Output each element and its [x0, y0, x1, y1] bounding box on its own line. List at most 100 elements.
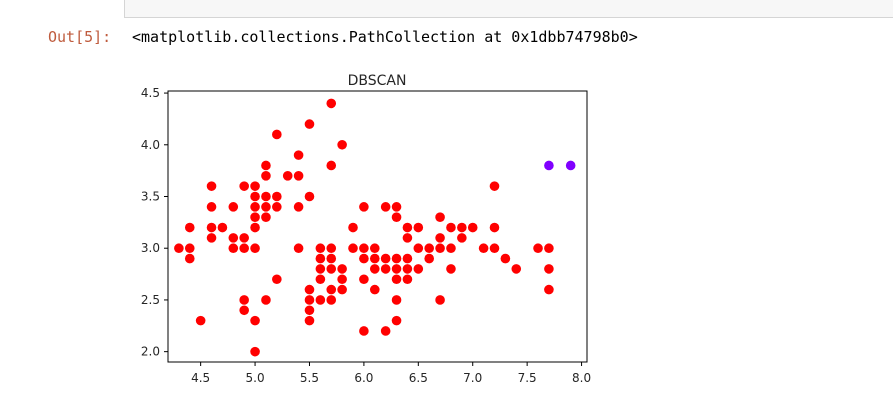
data-point — [457, 222, 467, 233]
data-point — [239, 233, 249, 243]
data-point — [315, 295, 326, 305]
data-point — [228, 202, 239, 212]
data-point — [457, 233, 467, 243]
data-point — [489, 181, 500, 191]
x-tick-label: 5.5 — [300, 371, 319, 385]
data-point — [413, 264, 424, 274]
data-point — [239, 295, 249, 305]
x-tick-label: 8.0 — [572, 371, 591, 385]
data-point — [391, 202, 402, 212]
y-tick-label: 2.0 — [141, 345, 160, 359]
data-point — [446, 222, 456, 233]
x-tick-label: 7.0 — [463, 371, 482, 385]
output-prompt: Out[5]: — [48, 28, 112, 46]
data-point — [380, 253, 391, 264]
data-point — [326, 98, 337, 109]
data-point — [239, 181, 249, 191]
data-point — [250, 191, 260, 202]
data-point — [239, 305, 249, 316]
output-text[interactable]: <matplotlib.collections.PathCollection a… — [132, 28, 638, 46]
data-point — [348, 243, 358, 254]
data-point — [359, 326, 369, 336]
data-point — [511, 264, 522, 274]
data-point — [402, 253, 413, 264]
y-tick-label: 3.0 — [141, 241, 160, 255]
data-point — [228, 243, 239, 254]
data-point — [272, 129, 282, 140]
data-point — [359, 274, 369, 285]
data-point — [261, 212, 271, 222]
data-point — [195, 315, 206, 326]
data-points — [174, 98, 576, 357]
data-point — [369, 253, 380, 264]
data-point — [272, 191, 282, 202]
data-point — [261, 295, 271, 305]
data-point — [467, 222, 478, 233]
data-point — [380, 264, 391, 274]
data-point — [359, 202, 369, 212]
data-point — [369, 243, 380, 254]
data-point — [435, 212, 445, 222]
data-point — [304, 305, 315, 316]
data-point — [380, 326, 391, 336]
data-point — [391, 295, 402, 305]
data-point — [293, 150, 304, 160]
data-point — [402, 274, 413, 285]
data-point — [304, 191, 315, 202]
data-point — [250, 212, 260, 222]
y-tick-label: 4.5 — [141, 86, 160, 100]
data-point — [206, 202, 217, 212]
data-point — [391, 315, 402, 326]
data-point — [304, 295, 315, 305]
data-point — [326, 243, 337, 254]
data-point — [413, 243, 424, 254]
data-point — [293, 202, 304, 212]
x-tick-label: 6.0 — [354, 371, 373, 385]
data-point — [326, 264, 337, 274]
x-tick-label: 4.5 — [191, 371, 210, 385]
x-tick-label: 7.5 — [518, 371, 537, 385]
data-point — [402, 264, 413, 274]
data-point — [304, 284, 315, 295]
data-point — [369, 284, 380, 295]
data-point — [435, 243, 445, 254]
data-point — [326, 295, 337, 305]
data-point — [184, 243, 195, 254]
data-point — [250, 202, 260, 212]
data-point — [435, 233, 445, 243]
data-point — [544, 243, 554, 254]
data-point — [174, 243, 184, 254]
data-point — [446, 264, 456, 274]
data-point — [250, 222, 260, 233]
data-point — [261, 191, 271, 202]
data-point — [184, 253, 195, 264]
data-point — [369, 264, 380, 274]
data-point — [446, 243, 456, 254]
data-point — [359, 243, 369, 254]
data-point — [261, 202, 271, 212]
data-point — [478, 243, 489, 254]
data-point — [261, 171, 271, 181]
plot-frame — [167, 90, 588, 363]
data-point — [544, 160, 554, 171]
x-tick-label: 6.5 — [409, 371, 428, 385]
data-point — [250, 346, 260, 357]
data-point — [315, 243, 326, 254]
data-point — [293, 243, 304, 254]
data-point — [206, 233, 217, 243]
data-point — [326, 253, 337, 264]
data-point — [489, 222, 500, 233]
data-point — [337, 139, 347, 150]
data-point — [380, 202, 391, 212]
data-point — [402, 233, 413, 243]
data-point — [304, 119, 315, 129]
data-point — [315, 274, 326, 285]
y-tick-label: 4.0 — [141, 138, 160, 152]
data-point — [206, 222, 217, 233]
previous-cell-border — [124, 0, 893, 18]
data-point — [206, 181, 217, 191]
data-point — [304, 315, 315, 326]
data-point — [544, 284, 554, 295]
y-tick-label: 2.5 — [141, 293, 160, 307]
